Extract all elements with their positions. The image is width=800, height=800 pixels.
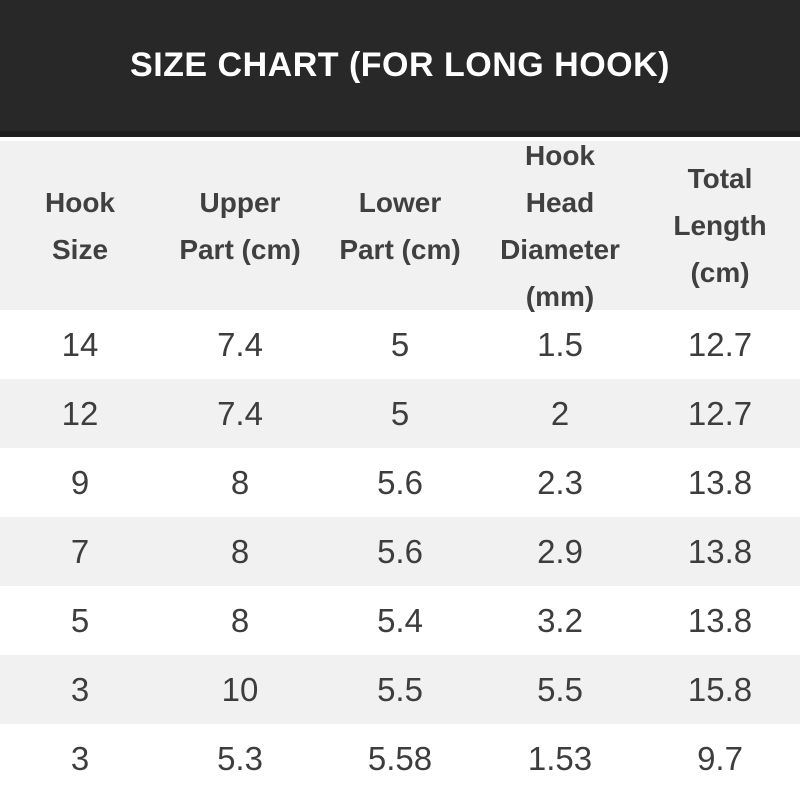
table-cell: 12.7 [687, 394, 753, 432]
table-cell: 12.7 [687, 325, 753, 363]
table-cell: 2.3 [537, 463, 583, 501]
table-cell: 8 [230, 532, 250, 570]
table-cell: 5.5 [537, 670, 583, 708]
chart-title: SIZE CHART (FOR LONG HOOK) [130, 46, 670, 84]
size-table: Hook Size Upper Part (cm) Lower Part (cm… [0, 139, 800, 793]
table-cell: 5 [70, 601, 90, 639]
column-header-upper-part: Upper Part (cm) [179, 186, 301, 265]
table-cell: 2.9 [537, 532, 583, 570]
table-row: 5 8 5.4 3.2 13.8 [0, 586, 800, 655]
table-cell: 7 [70, 532, 90, 570]
table-cell: 13.8 [687, 463, 753, 501]
column-header-lower-part: Lower Part (cm) [339, 186, 461, 265]
table-cell: 3 [70, 739, 90, 777]
table-cell: 7.4 [217, 394, 263, 432]
table-cell: 3 [70, 670, 90, 708]
title-bar: SIZE CHART (FOR LONG HOOK) [0, 0, 800, 137]
table-cell: 5.4 [377, 601, 423, 639]
table-cell: 8 [230, 463, 250, 501]
table-row: 9 8 5.6 2.3 13.8 [0, 448, 800, 517]
table-cell: 5 [390, 394, 410, 432]
column-header-hook-size: Hook Size [45, 186, 115, 265]
table-cell: 9.7 [697, 739, 743, 777]
table-cell: 14 [61, 325, 99, 363]
table-cell: 3.2 [537, 601, 583, 639]
table-cell: 5.5 [377, 670, 423, 708]
table-cell: 5.3 [217, 739, 263, 777]
table-cell: 5.58 [367, 739, 433, 777]
table-cell: 2 [550, 394, 570, 432]
table-cell: 12 [61, 394, 99, 432]
table-cell: 15.8 [687, 670, 753, 708]
table-cell: 5.6 [377, 463, 423, 501]
table-row: 3 5.3 5.58 1.53 9.7 [0, 724, 800, 793]
table-row: 12 7.4 5 2 12.7 [0, 379, 800, 448]
table-cell: 13.8 [687, 601, 753, 639]
table-cell: 5.6 [377, 532, 423, 570]
table-cell: 1.5 [537, 325, 583, 363]
table-cell: 7.4 [217, 325, 263, 363]
table-cell: 10 [221, 670, 259, 708]
table-cell: 9 [70, 463, 90, 501]
table-row: 14 7.4 5 1.5 12.7 [0, 310, 800, 379]
table-row: 3 10 5.5 5.5 15.8 [0, 655, 800, 724]
table-cell: 8 [230, 601, 250, 639]
table-header-row: Hook Size Upper Part (cm) Lower Part (cm… [0, 139, 800, 312]
table-cell: 1.53 [527, 739, 593, 777]
column-header-total-length: Total Length (cm) [673, 163, 767, 288]
table-body: 14 7.4 5 1.5 12.7 12 7.4 5 2 12.7 9 8 5.6 2.3 13.8 7 8 5.… [0, 310, 800, 793]
column-header-hook-head-diameter: Hook Head Diameter (mm) [500, 139, 620, 312]
table-cell: 13.8 [687, 532, 753, 570]
table-row: 7 8 5.6 2.9 13.8 [0, 517, 800, 586]
table-cell: 5 [390, 325, 410, 363]
